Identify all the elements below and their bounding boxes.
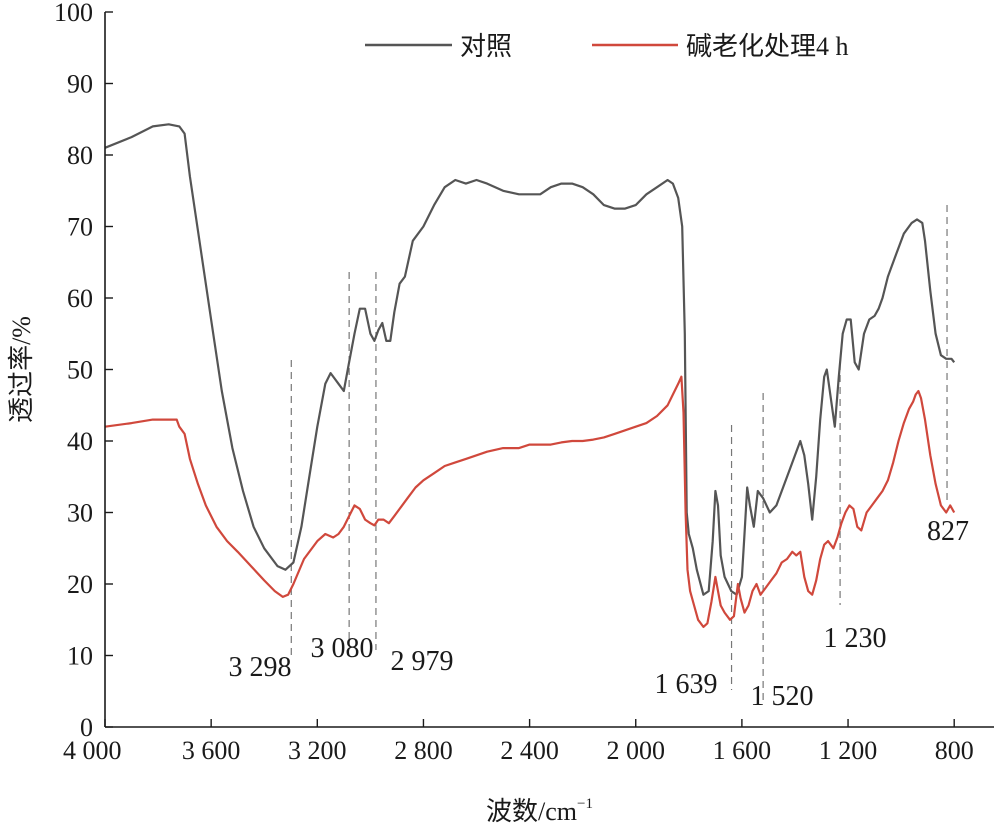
x-tick-label: 2 800	[394, 736, 453, 765]
x-axis-title: 波数/cm−1	[486, 796, 593, 826]
y-tick-label: 0	[80, 713, 93, 742]
peak-marker-label: 2 979	[391, 646, 454, 677]
legend-label: 碱老化处理4 h	[686, 32, 849, 61]
x-tick-label: 2 400	[500, 736, 559, 765]
y-tick-label: 30	[67, 499, 93, 528]
x-tick-label: 1 200	[819, 736, 878, 765]
y-tick-label: 90	[67, 70, 93, 99]
peak-marker-label: 1 639	[655, 669, 718, 700]
x-tick-label: 800	[935, 736, 974, 765]
peak-marker-label: 3 298	[229, 652, 292, 683]
peak-marker-label: 827	[927, 516, 969, 547]
x-tick-label: 4 000	[63, 736, 122, 765]
y-tick-label: 70	[67, 213, 93, 242]
peak-marker-label: 1 230	[824, 623, 887, 654]
x-tick-label: 3 200	[288, 736, 347, 765]
y-tick-label: 50	[67, 356, 93, 385]
y-tick-label: 40	[67, 427, 93, 456]
peak-marker-label: 1 520	[751, 681, 814, 712]
y-tick-label: 60	[67, 284, 93, 313]
peak-marker-label: 3 080	[311, 633, 374, 664]
y-tick-label: 80	[67, 141, 93, 170]
y-tick-label: 10	[67, 642, 93, 671]
legend-label: 对照	[460, 32, 512, 61]
peak-markers: 3 298 3 080 2 979 1 639 1 520 1 230 827	[229, 205, 969, 712]
legend: 对照 碱老化处理4 h	[365, 32, 849, 61]
series-line-1	[104, 375, 956, 628]
y-tick-label: 100	[54, 0, 93, 27]
y-tick-label: 20	[67, 570, 93, 599]
x-tick-label: 3 600	[182, 736, 241, 765]
x-tick-label: 1 600	[713, 736, 772, 765]
series-lines	[104, 123, 956, 628]
axes: 0 10 20 30 40 50 60 70 80 90 100 4 000 3 600 3 200 2 8…	[7, 0, 994, 826]
x-tick-label: 2 000	[606, 736, 665, 765]
y-axis-title: 透过率/%	[7, 316, 36, 423]
series-line-0	[104, 123, 956, 596]
